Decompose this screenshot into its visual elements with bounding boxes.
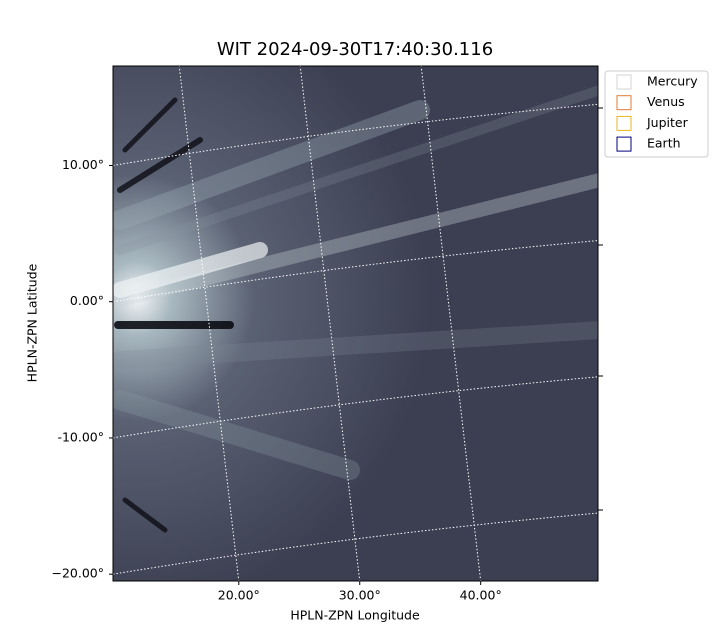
y-axis-label: HPLN-ZPN Latitude: [25, 263, 40, 382]
grid-line: [113, 512, 598, 575]
grid-line: [113, 240, 598, 303]
y-tick-label: −20.00°: [51, 566, 104, 581]
x-tick-label: 30.00°: [339, 588, 381, 603]
grid-line: [420, 66, 482, 581]
y-tick-label: 0.00°: [70, 293, 104, 308]
grid-line: [113, 103, 598, 166]
x-tick-label: 20.00°: [218, 588, 260, 603]
image: [113, 66, 598, 581]
legend-swatch: [616, 136, 632, 152]
legend-label: Venus: [647, 94, 685, 109]
legend-swatch: [616, 74, 632, 90]
chart-title: WIT 2024-09-30T17:40:30.116: [217, 39, 493, 60]
y-tick-label: 10.00°: [62, 157, 104, 172]
legend: Mercury Venus Jupiter Earth: [604, 70, 709, 158]
frame: [112, 65, 599, 582]
legend-box: [604, 70, 709, 158]
grid-line: [299, 66, 361, 581]
grid-line: [113, 376, 598, 439]
legend-swatch: [616, 115, 632, 131]
legend-swatch: [616, 95, 632, 111]
legend-label: Earth: [647, 136, 681, 151]
right-ticks: [598, 107, 603, 511]
x-tick-label: 40.00°: [460, 588, 502, 603]
grid-line: [178, 66, 240, 581]
x-axis-label: HPLN-ZPN Longitude: [290, 608, 420, 623]
legend-label: Jupiter: [646, 115, 689, 130]
legend-label: Mercury: [647, 74, 698, 89]
y-tick-label: -10.00°: [57, 429, 104, 444]
